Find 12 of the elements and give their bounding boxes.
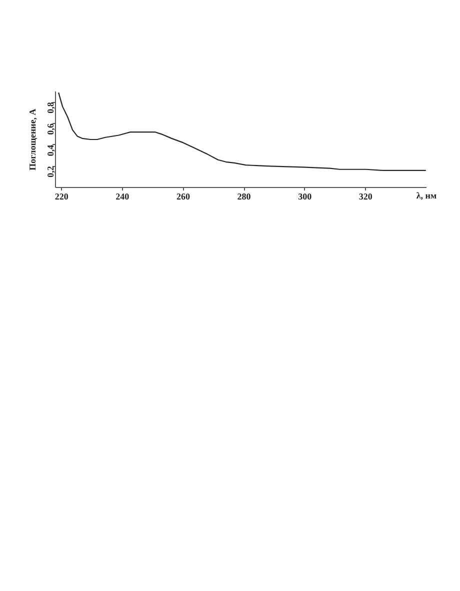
y-tick-label: 0,6 — [46, 123, 56, 135]
y-tick-label: 0,4 — [46, 144, 56, 156]
y-tick-label: 0,8 — [46, 102, 56, 114]
x-tick-label: 320 — [358, 192, 373, 202]
x-axis-title: λ, нм — [416, 190, 437, 200]
x-tick-label: 280 — [237, 192, 252, 202]
x-tick-label: 260 — [176, 192, 190, 202]
y-axis-title: Поглощение, A — [28, 108, 38, 170]
x-tick-label: 300 — [298, 192, 312, 202]
y-tick-label: 0,2 — [46, 166, 56, 178]
x-tick-label: 220 — [54, 192, 69, 202]
x-tick-label: 240 — [116, 192, 130, 202]
